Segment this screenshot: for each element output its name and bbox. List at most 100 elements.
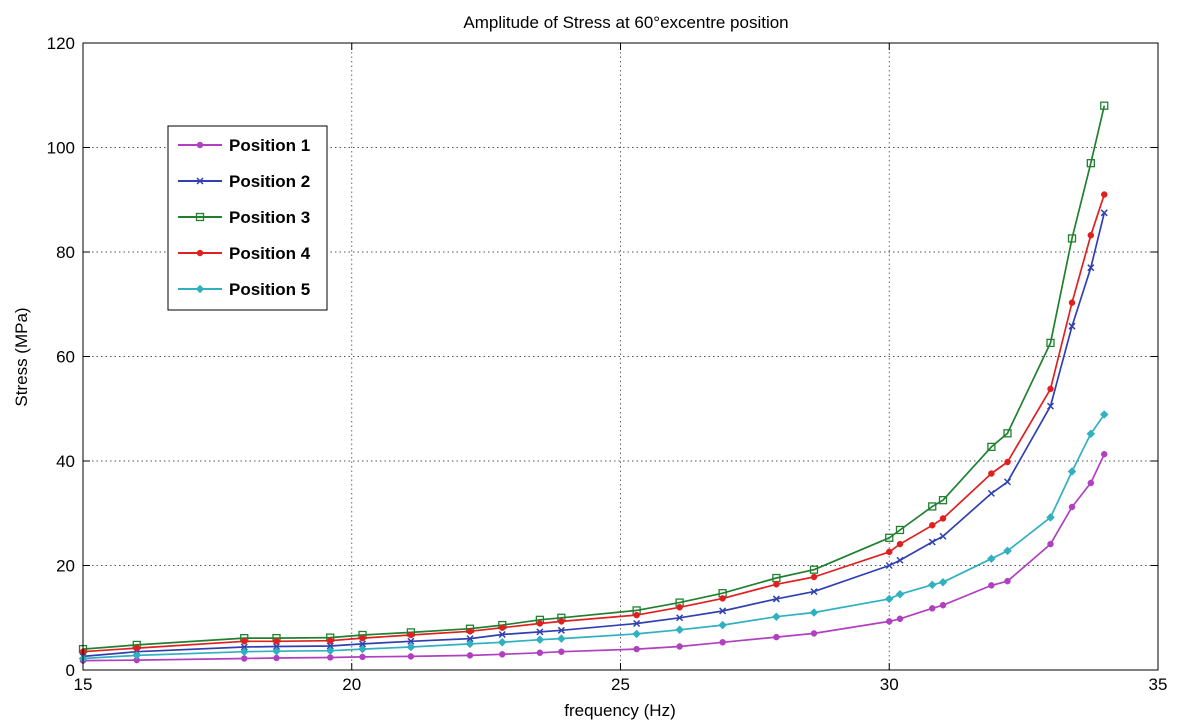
y-tick-label: 20: [56, 557, 75, 576]
data-point: [325, 646, 335, 656]
data-point: [326, 642, 334, 650]
data-point: [1067, 234, 1077, 243]
data-point: [195, 212, 205, 222]
y-tick-label: 80: [56, 243, 75, 262]
legend-label: Position 2: [229, 172, 310, 191]
data-point: [195, 284, 205, 294]
data-point: [536, 649, 544, 657]
data-point: [466, 628, 474, 635]
x-tick-label: 30: [880, 675, 899, 694]
series-group: [78, 101, 1109, 664]
data-point: [196, 177, 204, 185]
data-point: [1087, 479, 1095, 487]
data-point: [885, 561, 893, 570]
legend-label: Position 5: [229, 280, 310, 299]
data-point: [1047, 385, 1054, 393]
data-point: [773, 633, 780, 641]
data-point: [928, 502, 937, 511]
y-tick-label: 60: [56, 348, 75, 367]
data-point: [558, 648, 565, 655]
data-point: [675, 625, 684, 635]
data-point: [810, 573, 818, 581]
data-point: [987, 554, 996, 564]
data-point: [886, 618, 893, 625]
data-point: [632, 629, 641, 639]
data-point: [895, 525, 905, 535]
data-point: [987, 442, 996, 452]
data-point: [273, 638, 280, 645]
data-point: [810, 630, 818, 637]
data-point: [359, 634, 366, 642]
data-point: [535, 635, 545, 645]
data-point: [1087, 264, 1095, 272]
data-point: [557, 626, 565, 634]
x-tick-label: 25: [611, 675, 630, 694]
data-point: [1101, 191, 1108, 198]
data-point: [633, 645, 640, 653]
x-axis-label: frequency (Hz): [564, 701, 675, 720]
y-axis-label: Stress (MPa): [12, 307, 31, 406]
data-point: [884, 594, 894, 604]
data-point: [1003, 429, 1012, 438]
data-point: [676, 643, 683, 650]
data-point: [536, 628, 544, 636]
data-point: [633, 611, 640, 619]
data-point: [1099, 410, 1109, 419]
chart-title: Amplitude of Stress at 60°excentre posit…: [463, 13, 788, 32]
data-point: [1087, 232, 1095, 239]
data-point: [327, 637, 334, 644]
data-point: [272, 646, 281, 656]
series-line: [82, 105, 1106, 650]
data-point: [809, 608, 819, 617]
ticks: 15 20 25 30 35 0 20 40 60 80 100 120: [47, 34, 1168, 694]
data-point: [1068, 503, 1076, 511]
legend-item-2: Position 2: [178, 172, 310, 191]
data-point: [772, 595, 780, 603]
data-point: [633, 619, 641, 628]
data-point: [896, 540, 904, 548]
data-point: [1003, 546, 1012, 556]
y-tick-label: 40: [56, 452, 75, 471]
data-point: [773, 581, 780, 588]
data-point: [498, 630, 506, 639]
series-line: [82, 194, 1106, 653]
legend-label: Position 1: [229, 136, 310, 155]
y-tick-label: 100: [47, 139, 75, 158]
data-point: [1046, 338, 1055, 348]
data-point: [988, 470, 995, 477]
data-point: [896, 556, 904, 564]
series-4: [79, 191, 1108, 655]
data-point: [466, 652, 474, 659]
data-point: [1100, 101, 1109, 110]
data-point: [1100, 209, 1108, 217]
data-point: [938, 496, 948, 505]
data-point: [557, 634, 566, 644]
data-point: [929, 605, 936, 612]
data-point: [939, 515, 947, 522]
data-point: [407, 637, 415, 645]
data-point: [1086, 159, 1095, 168]
data-point: [1067, 467, 1077, 476]
data-point: [358, 640, 367, 648]
data-point: [988, 582, 995, 589]
data-point: [558, 618, 565, 625]
legend-item-3: Position 3: [178, 208, 310, 227]
legend-label: Position 4: [229, 244, 311, 263]
data-point: [809, 565, 819, 574]
data-point: [241, 655, 248, 662]
data-point: [272, 642, 281, 651]
data-point: [885, 533, 894, 542]
data-point: [1003, 478, 1012, 486]
data-point: [133, 644, 140, 652]
data-point: [896, 615, 904, 623]
data-point: [406, 642, 416, 652]
data-point: [1101, 450, 1108, 458]
data-point: [1046, 402, 1055, 410]
data-point: [407, 631, 415, 639]
data-point: [466, 635, 474, 643]
x-tick-label: 35: [1149, 675, 1168, 694]
data-point: [132, 651, 142, 660]
data-point: [939, 601, 947, 609]
data-point: [886, 548, 893, 556]
